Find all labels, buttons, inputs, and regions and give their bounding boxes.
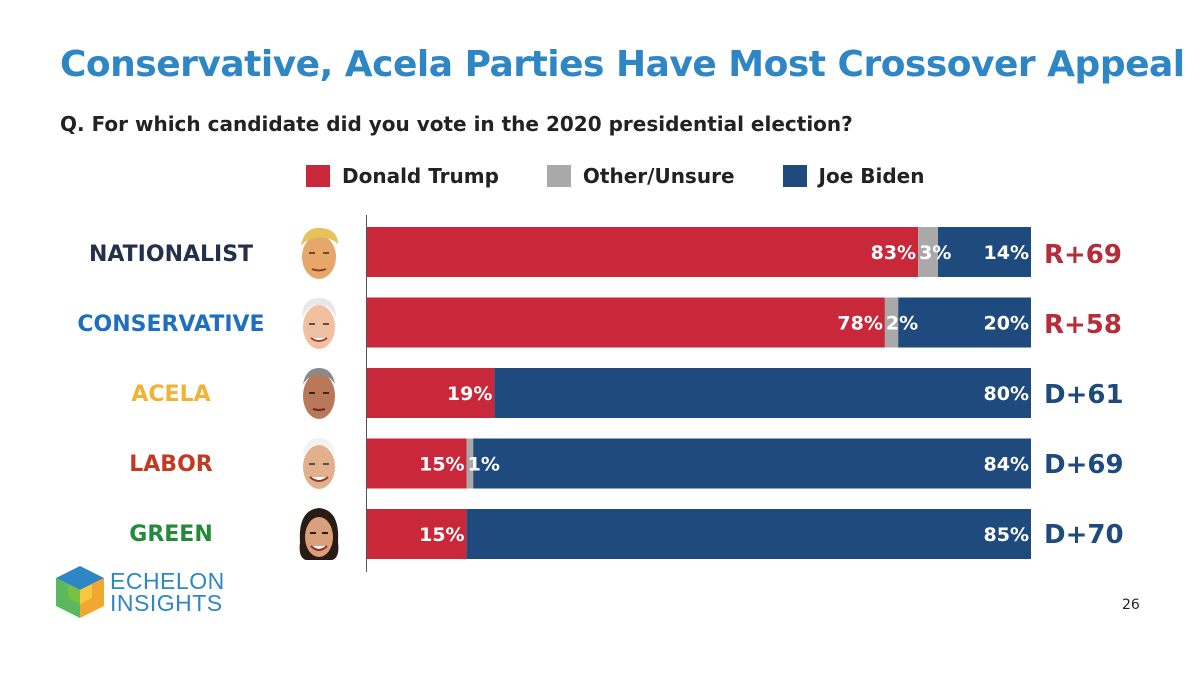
data-label-trump-labor: 15% [419,454,464,476]
data-label-trump-nationalist: 83% [871,242,916,264]
bar-biden-labor [473,438,1031,489]
data-label-biden-green: 85% [984,524,1029,546]
data-label-other-nationalist: 3% [919,242,951,264]
bar-biden-conservative [898,297,1031,348]
data-label-trump-acela: 19% [447,383,492,405]
margin-label-labor: D+69 [1044,450,1124,480]
legend-item-other: Other/Unsure [546,164,735,188]
margin-label-conservative: R+58 [1044,310,1122,340]
bar-trump-nationalist [367,227,919,277]
chart-axis-line [366,215,367,572]
data-label-other-conservative: 2% [886,313,918,335]
echelon-logo-icon [56,566,104,618]
legend-label-trump: Donald Trump [342,164,499,188]
margin-label-acela: D+61 [1044,380,1124,410]
survey-question: Q. For which candidate did you vote in t… [60,112,853,136]
data-label-biden-acela: 80% [984,383,1029,405]
bar-biden-acela [494,368,1031,418]
row-label-nationalist: NATIONALIST [88,242,254,267]
legend-item-trump: Donald Trump [306,164,499,188]
face-portrait-icon [303,368,335,419]
bar-biden-nationalist [938,227,1031,277]
logo-line-2: INSIGHTS [110,590,223,616]
legend-swatch-trump [306,165,330,187]
bar-other-nationalist [918,227,938,277]
bar-biden-green [466,509,1032,559]
legend-label-biden: Joe Biden [818,164,925,188]
page-title: Conservative, Acela Parties Have Most Cr… [60,44,1185,85]
face-portrait-icon [299,508,339,560]
bar-trump-labor [367,438,467,489]
data-label-biden-nationalist: 14% [984,242,1029,264]
data-label-trump-conservative: 78% [837,313,882,335]
row-label-green: GREEN [129,522,213,547]
legend-label-other: Other/Unsure [582,164,735,188]
bar-other-labor [466,438,474,489]
data-label-other-labor: 1% [468,454,500,476]
legend-swatch-biden [782,165,807,187]
bar-trump-conservative [367,297,885,348]
legend-swatch-other [546,165,571,187]
logo-line-1: ECHELON [110,568,225,594]
bar-trump-green [367,509,467,559]
row-label-conservative: CONSERVATIVE [77,312,265,337]
legend-item-biden: Joe Biden [782,164,925,188]
margin-label-green: D+70 [1044,520,1124,550]
bar-other-conservative [884,297,899,348]
data-label-biden-labor: 84% [984,454,1029,476]
bar-trump-acela [367,368,495,418]
data-label-biden-conservative: 20% [984,313,1029,335]
face-portrait-icon [302,298,336,349]
logo-wordmark: ECHELON INSIGHTS [110,568,225,616]
row-label-labor: LABOR [129,452,213,477]
margin-label-nationalist: R+69 [1044,240,1122,270]
page-number: 26 [1122,597,1140,613]
chart-legend: Donald Trump Other/Unsure Joe Biden [306,164,972,188]
data-label-trump-green: 15% [419,524,464,546]
face-portrait-icon [303,438,335,489]
row-label-acela: ACELA [131,382,211,407]
face-portrait-icon [301,227,338,279]
